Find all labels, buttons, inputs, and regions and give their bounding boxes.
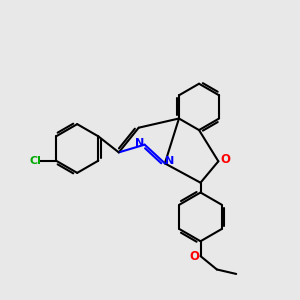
Text: N: N <box>135 139 144 148</box>
Text: O: O <box>189 250 199 262</box>
Text: N: N <box>165 156 175 166</box>
Text: Cl: Cl <box>29 156 41 166</box>
Text: O: O <box>220 153 230 166</box>
